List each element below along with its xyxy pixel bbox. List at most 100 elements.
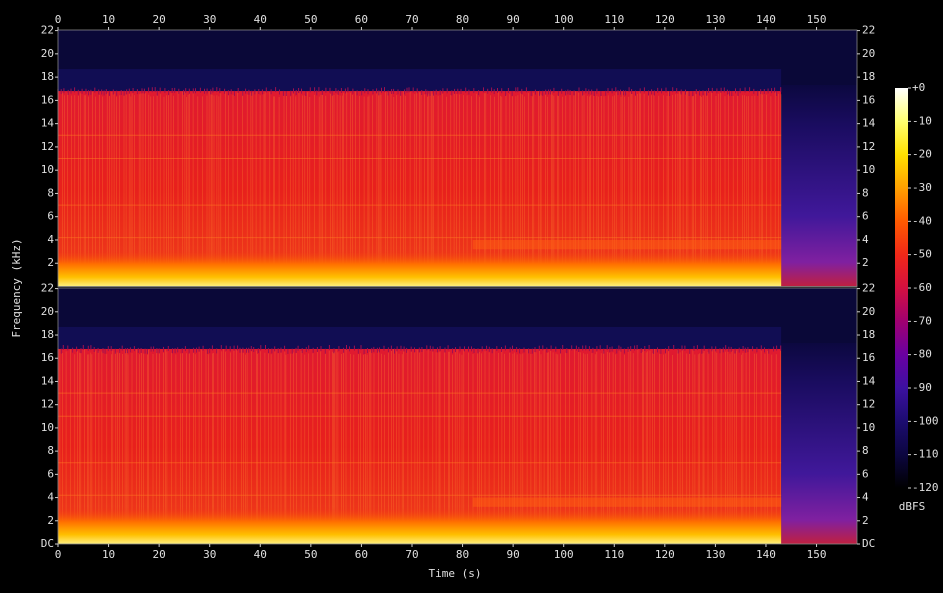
colorbar-label: dBFS (899, 500, 926, 513)
x-tick-label: 140 (756, 548, 776, 561)
x-tick-label-top: 0 (55, 13, 62, 26)
colorbar-tick-label: -60 (912, 281, 932, 294)
upper-band (58, 326, 782, 349)
y-tick-label: 14 (41, 374, 55, 387)
y-tick-label-right: 10 (862, 163, 875, 176)
upper-band (58, 69, 782, 92)
frame (57, 29, 858, 287)
y-tick-label: 6 (47, 467, 54, 480)
low-band-late (472, 497, 782, 507)
x-tick-label: 110 (604, 548, 624, 561)
x-tick-label-top: 80 (456, 13, 469, 26)
colorbar-tick-label: -50 (912, 248, 932, 261)
y-axis-label: Frequency (kHz) (10, 238, 23, 337)
colorbar-tick-label: -30 (912, 181, 932, 194)
y-tick-label-right: 14 (862, 374, 876, 387)
y-tick-label: 16 (41, 93, 54, 106)
colorbar-tick-label: -100 (912, 414, 939, 427)
colorbar-tick-label: +0 (912, 81, 925, 94)
y-tick-label: 20 (41, 47, 54, 60)
y-tick-label: 14 (41, 117, 55, 130)
y-tick-label-right: 8 (862, 444, 869, 457)
y-tick-label: 22 (41, 282, 54, 295)
x-tick-label-top: 60 (355, 13, 368, 26)
x-tick-label: 80 (456, 548, 469, 561)
x-tick-label: 60 (355, 548, 368, 561)
y-tick-label-right: 6 (862, 210, 869, 223)
y-tick-label-right: 2 (862, 256, 869, 269)
colorbar-tick-label: -40 (912, 214, 932, 227)
y-tick-label-right: 6 (862, 467, 869, 480)
x-tick-label-top: 10 (102, 13, 115, 26)
y-tick-label: DC (41, 537, 54, 550)
colorbar-tick-label: -70 (912, 314, 932, 327)
tail (781, 85, 857, 287)
y-tick-label-right: 16 (862, 93, 875, 106)
x-tick-label: 150 (807, 548, 827, 561)
colorbar-tick-label: -120 (912, 481, 939, 494)
x-tick-label: 40 (254, 548, 267, 561)
low-band-late (472, 239, 782, 250)
colorbar-tick-label: -20 (912, 148, 932, 161)
x-tick-label: 30 (203, 548, 216, 561)
y-tick-label-right: 22 (862, 24, 875, 37)
y-tick-label-right: 16 (862, 351, 875, 364)
x-tick-label: 130 (705, 548, 725, 561)
x-tick-label-top: 40 (254, 13, 267, 26)
y-tick-label-right: 20 (862, 47, 875, 60)
x-tick-label-top: 110 (604, 13, 624, 26)
tail (781, 343, 857, 544)
y-tick-label-right: 4 (862, 233, 869, 246)
frame (57, 287, 858, 545)
y-tick-label: 22 (41, 24, 54, 37)
colorbar-tick-label: -90 (912, 381, 932, 394)
x-tick-label-top: 150 (807, 13, 827, 26)
y-tick-label-right: 8 (862, 186, 869, 199)
y-tick-label: 18 (41, 70, 54, 83)
colorbar (895, 88, 908, 488)
y-tick-label: 2 (47, 514, 54, 527)
x-tick-label: 50 (304, 548, 317, 561)
y-tick-label: 10 (41, 421, 54, 434)
y-tick-label: 10 (41, 163, 54, 176)
x-tick-label: 120 (655, 548, 675, 561)
spectrogram-channel (57, 287, 858, 545)
y-tick-label: 4 (47, 491, 54, 504)
x-tick-label-top: 90 (507, 13, 520, 26)
y-tick-label-right: 14 (862, 117, 876, 130)
x-tick-label: 90 (507, 548, 520, 561)
y-tick-label: 16 (41, 351, 54, 364)
x-tick-label: 70 (405, 548, 418, 561)
x-tick-label-top: 140 (756, 13, 776, 26)
spectrogram-channel (57, 29, 858, 287)
y-tick-label-right: 18 (862, 70, 875, 83)
x-tick-label-top: 130 (705, 13, 725, 26)
y-tick-label-right: 4 (862, 491, 869, 504)
y-tick-label: 6 (47, 210, 54, 223)
y-tick-label: 8 (47, 444, 54, 457)
colorbar-tick-label: -10 (912, 114, 932, 127)
y-tick-label: 20 (41, 305, 54, 318)
colorbar-tick-label: -80 (912, 348, 932, 361)
y-tick-label: 18 (41, 328, 54, 341)
x-tick-label-top: 120 (655, 13, 675, 26)
x-tick-label-top: 100 (554, 13, 574, 26)
x-tick-label-top: 70 (405, 13, 418, 26)
x-tick-label: 100 (554, 548, 574, 561)
x-tick-label-top: 50 (304, 13, 317, 26)
y-tick-label-right: 2 (862, 514, 869, 527)
y-tick-label-right: 20 (862, 305, 875, 318)
y-tick-label: 2 (47, 256, 54, 269)
y-tick-label-right: 12 (862, 398, 875, 411)
low-band (58, 506, 782, 544)
low-band (58, 249, 782, 287)
y-tick-label-right: 18 (862, 328, 875, 341)
y-tick-label: 4 (47, 233, 54, 246)
y-tick-label-right: 12 (862, 140, 875, 153)
x-tick-label: 10 (102, 548, 115, 561)
y-tick-label-right: DC (862, 537, 875, 550)
x-tick-label-top: 30 (203, 13, 216, 26)
y-tick-label-right: 10 (862, 421, 875, 434)
